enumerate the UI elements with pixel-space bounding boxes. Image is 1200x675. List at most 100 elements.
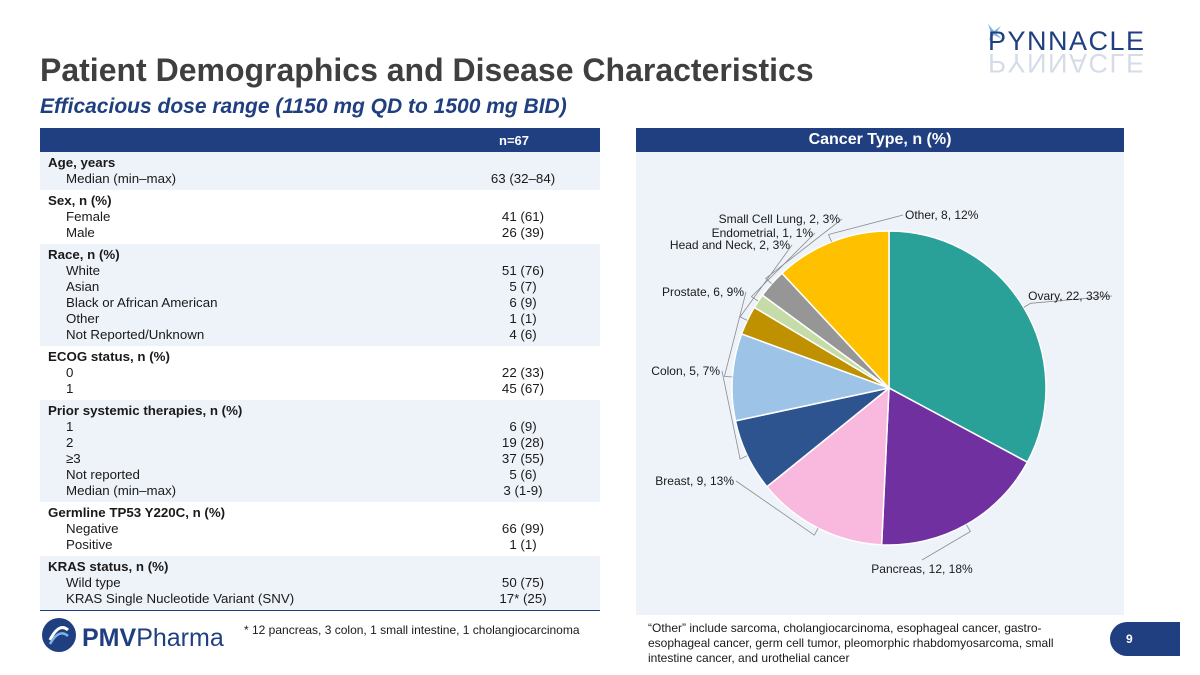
table-footnote: * 12 pancreas, 3 colon, 1 small intestin…: [244, 623, 580, 637]
pmv-wordmark: PMVPharma: [82, 624, 224, 653]
pynnacle-logo: PYNNACLE PYNNACLE: [988, 24, 1146, 74]
page-number: 9: [1126, 632, 1133, 646]
row-value: 26 (39): [501, 225, 545, 240]
pie-data-label: Breast, 9, 13%: [655, 474, 734, 488]
pie-leader-line: [750, 232, 816, 302]
table-row: Wild type 50 (75): [48, 575, 600, 591]
row-value: 50 (75): [501, 575, 545, 590]
row-label: Male: [66, 225, 95, 240]
row-value: 4 (6): [509, 327, 537, 342]
chart-title: Cancer Type, n (%): [636, 128, 1124, 152]
pie-leader-line: [827, 214, 904, 243]
table-row: Not Reported/Unknown 4 (6): [48, 327, 600, 343]
pynnacle-mark-icon: [988, 24, 1002, 41]
row-label: 1: [66, 381, 74, 396]
section-title: ECOG status, n (%): [48, 349, 170, 364]
table-section-prior-therapies: Prior systemic therapies, n (%) 1 6 (9) …: [40, 400, 600, 502]
cancer-type-pie-chart: Ovary, 22, 33% Pancreas, 12, 18% Breast, 9…: [651, 208, 1113, 576]
row-value: 37 (55): [501, 451, 545, 466]
slide-subtitle: Efficacious dose range (1150 mg QD to 15…: [40, 95, 567, 118]
table-row: Female 41 (61): [48, 209, 600, 225]
table-row: Male 26 (39): [48, 225, 600, 241]
table-section-sex: Sex, n (%) Female 41 (61) Male 26 (39): [40, 190, 600, 244]
table-header-n: n=67: [499, 133, 529, 148]
pie-slice: [731, 332, 892, 422]
section-title: Sex, n (%): [48, 193, 112, 208]
row-value: 6 (9): [509, 295, 537, 310]
section-title: Germline TP53 Y220C, n (%): [48, 505, 226, 520]
row-value: 1 (1): [509, 537, 537, 552]
row-value: 1 (1): [509, 311, 537, 326]
table-section-kras: KRAS status, n (%) Wild type 50 (75) KRA…: [40, 556, 600, 610]
slide-title: Patient Demographics and Disease Charact…: [40, 52, 814, 88]
row-value: 63 (32–84): [490, 171, 556, 186]
table-row: 2 19 (28): [48, 435, 600, 451]
row-value: 19 (28): [501, 435, 545, 450]
row-label: Median (min–max): [66, 171, 177, 186]
row-label: White: [66, 263, 100, 278]
chart-footnote: “Other” include sarcoma, cholangiocarcin…: [648, 621, 1054, 665]
row-label: Median (min–max): [66, 483, 177, 498]
pie-data-label: Head and Neck, 2, 3%: [670, 238, 790, 252]
row-label: Black or African American: [66, 295, 218, 310]
table-row: White 51 (76): [48, 263, 600, 279]
table-row: KRAS Single Nucleotide Variant (SNV) 17*…: [48, 591, 600, 607]
pie-data-label: Ovary, 22, 33%: [1028, 289, 1110, 303]
row-value: 66 (99): [501, 521, 545, 536]
row-label: Asian: [66, 279, 100, 294]
row-value: 41 (61): [501, 209, 545, 224]
pie-data-label: Small Cell Lung, 2, 3%: [719, 212, 841, 226]
table-row: Not reported 5 (6): [48, 467, 600, 483]
row-value: 5 (7): [509, 279, 537, 294]
table-row: ≥3 37 (55): [48, 451, 600, 467]
table-row: Median (min–max) 3 (1-9): [48, 483, 600, 499]
pie-leader-line: [739, 244, 793, 321]
pynnacle-wordmark-reflection: PYNNACLE: [988, 48, 1146, 74]
pie-leader-line: [765, 218, 843, 284]
pie-leader-line: [921, 524, 971, 561]
pmv-wordmark-regular: Pharma: [136, 624, 224, 652]
section-title: Race, n (%): [48, 247, 120, 262]
pie-leader-line: [723, 291, 747, 378]
row-label: Female: [66, 209, 111, 224]
pie-leader-line: [1023, 295, 1113, 308]
section-title: Prior systemic therapies, n (%): [48, 403, 243, 418]
table-header: n=67: [40, 128, 600, 152]
table-section-germline: Germline TP53 Y220C, n (%) Negative 66 (…: [40, 502, 600, 556]
row-label: Wild type: [66, 575, 121, 590]
table-row: 0 22 (33): [48, 365, 600, 381]
row-value: 51 (76): [501, 263, 545, 278]
table-row: Median (min–max) 63 (32–84): [48, 171, 600, 187]
pynnacle-wordmark: PYNNACLE: [988, 26, 1146, 56]
pie-slice: [765, 386, 890, 546]
table-row: Negative 66 (99): [48, 521, 600, 537]
row-label: KRAS Single Nucleotide Variant (SNV): [66, 591, 295, 606]
table-row: Other 1 (1): [48, 311, 600, 327]
row-label: Not reported: [66, 467, 140, 482]
row-label: Negative: [66, 521, 119, 536]
cancer-type-chart-panel: Cancer Type, n (%) Ovary, 22, 33% Pancrea…: [636, 128, 1124, 615]
row-value: 22 (33): [501, 365, 545, 380]
table-section-age: Age, years Median (min–max) 63 (32–84): [40, 152, 600, 190]
row-value: 45 (67): [501, 381, 545, 396]
pie-leader-line: [721, 370, 748, 460]
row-label: 2: [66, 435, 74, 450]
row-label: Not Reported/Unknown: [66, 327, 205, 342]
pie-data-label: Other, 8, 12%: [905, 208, 979, 222]
page-number-badge: 9: [1110, 622, 1180, 656]
table-row: Asian 5 (7): [48, 279, 600, 295]
pie-slice: [880, 386, 1029, 546]
pie-data-label: Endometrial, 1, 1%: [712, 226, 814, 240]
section-title: Age, years: [48, 155, 116, 170]
table-row: Black or African American 6 (9): [48, 295, 600, 311]
table-row: 1 6 (9): [48, 419, 600, 435]
pie-data-label: Pancreas, 12, 18%: [871, 562, 973, 576]
row-label: 1: [66, 419, 74, 434]
table-row: 1 45 (67): [48, 381, 600, 397]
row-value: 5 (6): [509, 467, 537, 482]
pie-data-label: Prostate, 6, 9%: [662, 285, 744, 299]
row-label: ≥3: [66, 451, 81, 466]
demographics-table: n=67 Age, years Median (min–max) 63 (32–…: [40, 128, 600, 611]
pie-data-label: Colon, 5, 7%: [651, 364, 720, 378]
